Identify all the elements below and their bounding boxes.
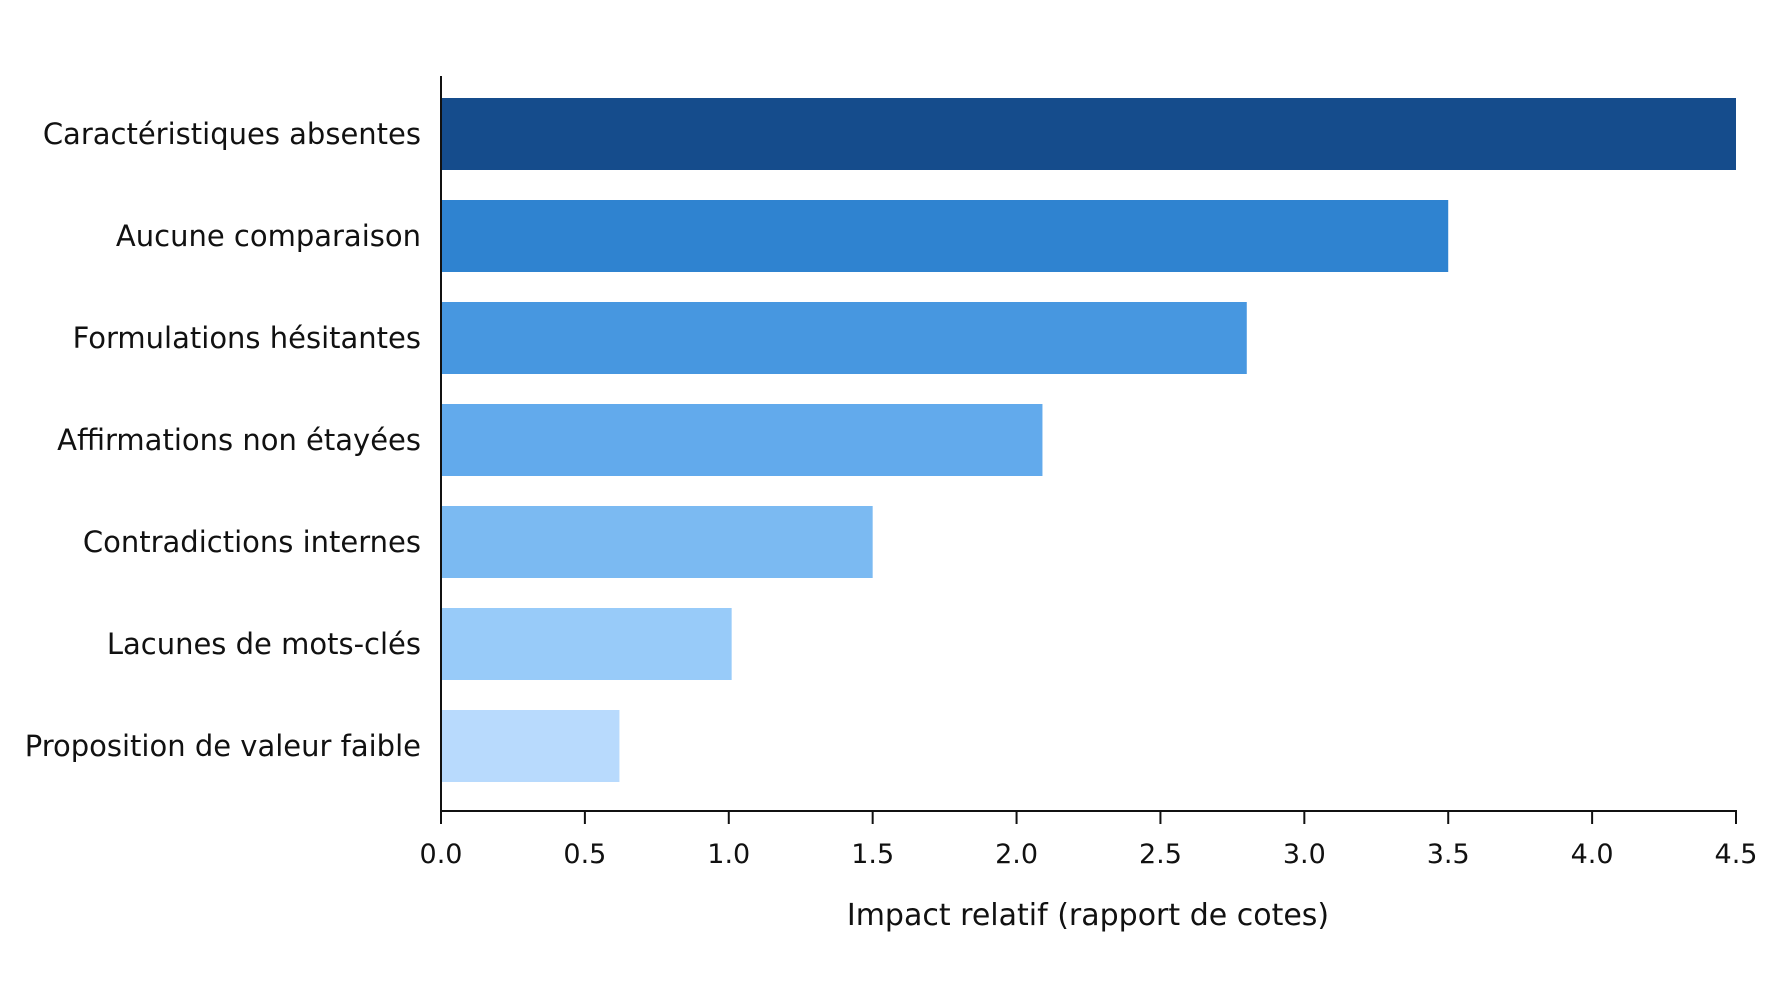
x-axis-title: Impact relatif (rapport de cotes) xyxy=(847,898,1329,933)
category-label: Contradictions internes xyxy=(83,525,421,559)
x-tick-label: 0.5 xyxy=(563,839,606,870)
x-tick-label: 3.5 xyxy=(1427,839,1470,870)
bars-group xyxy=(441,98,1736,782)
category-labels: Caractéristiques absentes Aucune comparai… xyxy=(25,117,421,763)
bar-3 xyxy=(441,302,1247,374)
category-label: Aucune comparaison xyxy=(116,219,421,253)
bar-4 xyxy=(441,404,1043,476)
x-tick-label: 1.5 xyxy=(851,839,894,870)
category-label: Affirmations non étayées xyxy=(57,423,421,457)
category-label: Formulations hésitantes xyxy=(73,321,421,355)
x-tick-label: 2.0 xyxy=(995,839,1038,870)
category-label: Proposition de valeur faible xyxy=(25,729,421,763)
category-label: Caractéristiques absentes xyxy=(43,117,421,151)
x-tick-label: 4.5 xyxy=(1715,839,1758,870)
bar-7 xyxy=(441,710,620,782)
x-tick-label: 3.0 xyxy=(1283,839,1326,870)
x-axis-ticks: 0.0 0.5 1.0 1.5 2.0 2.5 3.0 3.5 4.0 4.5 xyxy=(420,811,1758,870)
x-tick-label: 4.0 xyxy=(1571,839,1614,870)
bar-5 xyxy=(441,506,873,578)
x-tick-label: 2.5 xyxy=(1139,839,1182,870)
x-tick-label: 1.0 xyxy=(707,839,750,870)
bar-2 xyxy=(441,200,1449,272)
bar-1 xyxy=(441,98,1736,170)
category-label: Lacunes de mots-clés xyxy=(107,627,421,661)
bar-6 xyxy=(441,608,732,680)
x-tick-label: 0.0 xyxy=(420,839,463,870)
